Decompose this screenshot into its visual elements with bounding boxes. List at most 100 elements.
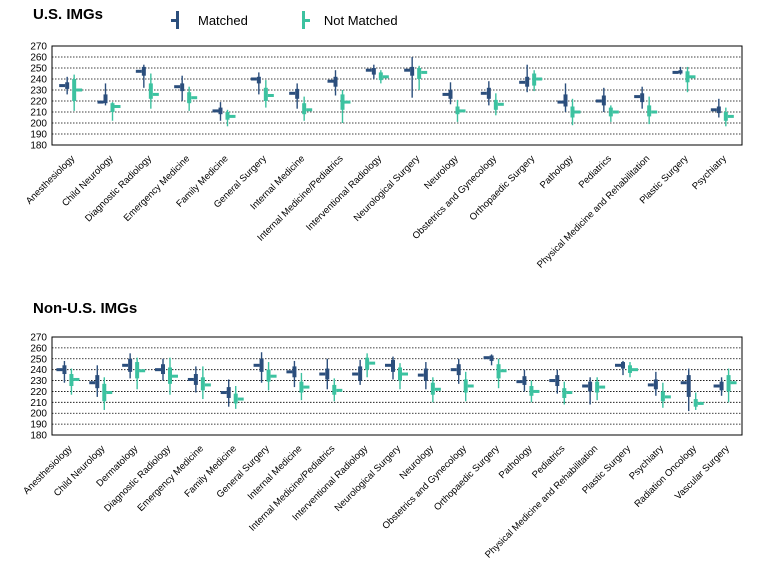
matched-box (327, 70, 338, 96)
matched-box (174, 75, 185, 101)
not-matched-box (455, 99, 466, 122)
median-tick (713, 384, 720, 388)
median-tick (680, 381, 687, 385)
median-tick (220, 391, 227, 395)
median-tick (519, 80, 526, 84)
y-tick-label: 240 (30, 75, 47, 86)
not-matched-box (562, 381, 573, 405)
iqr-bar (685, 71, 690, 83)
median-tick (402, 372, 408, 376)
y-tick-label: 220 (30, 387, 47, 398)
not-matched-box (110, 102, 121, 121)
median-tick (727, 114, 734, 118)
y-tick-label: 180 (30, 431, 47, 442)
iqr-bar (608, 107, 613, 117)
matched-box (122, 353, 133, 379)
iqr-bar (417, 68, 422, 79)
matched-box (519, 64, 530, 93)
y-tick-label: 260 (30, 53, 47, 64)
median-tick (212, 109, 219, 113)
iqr-bar (161, 364, 165, 375)
not-matched-box (168, 357, 178, 395)
matched-box (220, 379, 231, 407)
iqr-bar (621, 362, 625, 369)
median-tick (595, 99, 602, 103)
y-tick-label: 240 (30, 365, 47, 376)
iqr-bar (135, 362, 140, 379)
median-tick (152, 92, 159, 96)
median-tick (450, 368, 457, 372)
iqr-bar (525, 76, 530, 87)
not-matched-box (570, 98, 581, 126)
legend-label-not-matched: Not Matched (323, 12, 398, 28)
x-tick-label: Pathology (497, 443, 535, 481)
matched-box (155, 358, 165, 381)
median-tick (632, 368, 638, 372)
iqr-bar (141, 66, 146, 76)
iqr-bar (430, 382, 435, 395)
median-tick (135, 69, 142, 73)
median-tick (237, 397, 244, 401)
median-tick (574, 110, 581, 114)
matched-box (417, 362, 428, 390)
not-matched-box (398, 363, 408, 390)
matched-box (680, 368, 691, 412)
iqr-bar (259, 358, 264, 372)
median-tick (106, 391, 113, 395)
x-tick-label: Pediatrics (577, 153, 614, 190)
legend-swatch-not-matched (301, 11, 310, 29)
matched-box (212, 102, 223, 121)
median-tick (664, 395, 671, 399)
iqr-bar (496, 364, 501, 379)
x-tick-label: Neurological Surgery (352, 153, 423, 224)
matched-box (319, 358, 330, 390)
matched-box (365, 64, 376, 79)
iqr-bar (463, 379, 468, 393)
iqr-bar (378, 72, 383, 81)
matched-box (135, 64, 146, 88)
median-tick (730, 381, 737, 385)
matched-box (710, 98, 721, 118)
median-tick (634, 95, 641, 99)
not-matched-box (532, 70, 543, 92)
matched-box (450, 358, 461, 384)
median-tick (385, 363, 391, 367)
median-tick (557, 100, 564, 104)
median-tick (253, 363, 260, 367)
matched-box (672, 66, 683, 75)
y-tick-label: 260 (30, 343, 47, 354)
legend-swatch-matched (171, 11, 179, 29)
iqr-bar (358, 366, 363, 381)
iqr-bar (391, 359, 395, 372)
iqr-bar (562, 388, 567, 398)
matched-box (89, 365, 100, 397)
iqr-bar (340, 94, 345, 110)
matched-box (250, 72, 261, 95)
iqr-bar (423, 368, 428, 381)
median-tick (672, 70, 679, 74)
non-us-imgs-title: Non-U.S. IMGs (33, 300, 138, 317)
not-matched-box (135, 357, 146, 390)
y-tick-label: 270 (30, 333, 47, 344)
matched-box (56, 360, 67, 383)
median-tick (139, 369, 146, 373)
iqr-bar (640, 93, 645, 103)
y-tick-label: 190 (30, 420, 47, 431)
non-us-imgs-chart: 180190200210220230240250260270Anesthesio… (21, 333, 743, 561)
median-tick (382, 75, 389, 79)
median-tick (480, 91, 487, 95)
not-matched-box (463, 371, 474, 402)
not-matched-box (693, 392, 704, 410)
median-tick (73, 377, 80, 381)
median-tick (187, 377, 194, 381)
iqr-bar (588, 381, 593, 392)
matched-box (516, 369, 527, 392)
median-tick (306, 108, 313, 112)
iqr-bar (726, 375, 731, 392)
y-tick-label: 250 (30, 354, 47, 365)
not-matched-box (628, 362, 638, 378)
iqr-bar (660, 391, 665, 402)
iqr-bar (226, 387, 231, 398)
median-tick (229, 114, 236, 118)
x-tick-label: Emergency Medicine (122, 153, 193, 224)
